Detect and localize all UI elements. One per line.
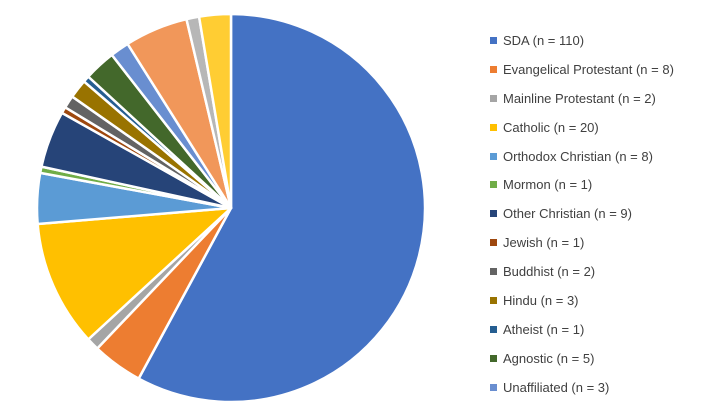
legend-item: Agnostic (n = 5) — [490, 344, 705, 373]
legend-item: Hindu (n = 3) — [490, 286, 705, 315]
legend-swatch — [490, 123, 497, 131]
legend-label: Hindu (n = 3) — [503, 292, 579, 308]
legend-item: Buddhist (n = 2) — [490, 257, 705, 286]
legend-item: Orthodox Christian (n = 8) — [490, 142, 705, 171]
legend-item: Mainline Protestant (n = 2) — [490, 84, 705, 113]
legend-swatch — [490, 210, 497, 218]
legend-item: Evangelical Protestant (n = 8) — [490, 55, 705, 84]
legend-swatch — [490, 239, 497, 247]
legend-swatch — [490, 36, 497, 44]
legend-item: Mormon (n = 1) — [490, 170, 705, 199]
legend-swatch — [490, 152, 497, 160]
legend-item: Other Christian (n = 9) — [490, 199, 705, 228]
pie-slice-3 — [36, 206, 233, 341]
legend-label: Unaffiliated (n = 3) — [503, 379, 610, 395]
legend-swatch — [490, 181, 497, 189]
legend-swatch — [490, 354, 497, 362]
legend-label: Agnostic (n = 5) — [503, 350, 595, 366]
legend-item: SDA (n = 110) — [490, 26, 705, 55]
pie-slice-15 — [197, 12, 233, 210]
legend-swatch — [490, 383, 497, 391]
legend-label: Jewish (n = 1) — [503, 235, 585, 251]
legend-swatch — [490, 94, 497, 102]
legend-swatch — [490, 296, 497, 304]
legend-label: Mormon (n = 1) — [503, 177, 593, 193]
legend-label: Orthodox Christian (n = 8) — [503, 148, 653, 164]
legend-swatch — [490, 65, 497, 73]
legend-swatch — [490, 268, 497, 276]
legend-label: Catholic (n = 20) — [503, 119, 599, 135]
legend-item: Unaffiliated (n = 3) — [490, 373, 705, 402]
legend-label: Atheist (n = 1) — [503, 321, 585, 337]
legend-item: Atheist (n = 1) — [490, 315, 705, 344]
legend-item: Jewish (n = 1) — [490, 228, 705, 257]
pie-slice-0 — [137, 12, 427, 404]
legend-label: Evangelical Protestant (n = 8) — [503, 61, 674, 77]
legend-item: Catholic (n = 20) — [490, 113, 705, 142]
chart-legend: SDA (n = 110) Evangelical Protestant (n =… — [490, 26, 705, 402]
legend-label: Other Christian (n = 9) — [503, 206, 632, 222]
legend-label: SDA (n = 110) — [503, 32, 585, 48]
legend-label: Mainline Protestant (n = 2) — [503, 90, 656, 106]
legend-label: Buddhist (n = 2) — [503, 264, 596, 280]
legend-swatch — [490, 325, 497, 333]
